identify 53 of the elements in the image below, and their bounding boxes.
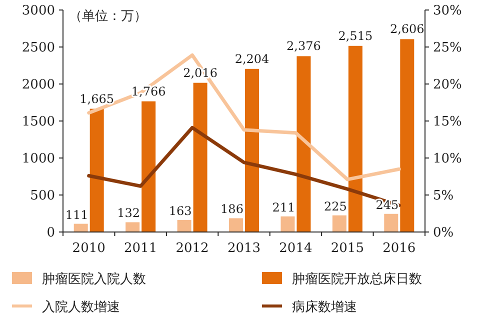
bar (384, 214, 398, 232)
data-label: 111 (65, 208, 88, 222)
y-tick-label: 3000 (22, 4, 55, 18)
y-tick-label: 1500 (22, 114, 55, 130)
bar (193, 82, 208, 232)
y-tick-label: 2500 (22, 40, 55, 56)
data-label: 225 (324, 199, 347, 214)
x-tick-label: 2011 (124, 241, 158, 256)
x-tick-label: 2015 (330, 241, 364, 256)
bar (348, 46, 362, 232)
y2-tick-label: 5% (433, 188, 454, 204)
bar (142, 101, 156, 232)
y-tick-label: 500 (30, 188, 55, 204)
x-tick-label: 2014 (279, 241, 312, 256)
data-label: 1,665 (80, 92, 114, 106)
y2-tick-label: 10% (433, 152, 462, 166)
data-label: 2,606 (390, 22, 424, 36)
data-label: 2,016 (183, 66, 218, 80)
y-tick-label: 1000 (22, 152, 55, 166)
data-label: 186 (220, 202, 244, 216)
x-tick-label: 2013 (227, 241, 261, 256)
bar (332, 215, 346, 232)
y2-tick-label: 20% (433, 78, 462, 92)
annotation: （单位：万） (69, 9, 147, 24)
legend-label: 入院人数增速 (42, 300, 120, 315)
y2-tick-label: 0% (433, 226, 454, 240)
y-tick-label: 2000 (22, 78, 55, 92)
bar (229, 218, 243, 232)
y2-tick-label: 25% (433, 40, 462, 56)
data-label: 2,515 (338, 28, 373, 43)
y2-tick-label: 15% (433, 114, 462, 130)
data-label: 2,204 (234, 52, 270, 66)
legend-label: 肿瘤医院入院人数 (42, 271, 146, 287)
bar (126, 222, 140, 232)
data-label: 1,766 (131, 84, 166, 98)
y-tick-label: 0 (46, 226, 55, 240)
y2-tick-label: 30% (433, 4, 462, 18)
bar (296, 56, 311, 232)
data-label: 163 (168, 204, 192, 218)
bar (245, 68, 259, 232)
data-label: 2,376 (286, 39, 321, 54)
x-tick-label: 2010 (72, 241, 106, 256)
legend-label: 肿瘤医院开放总床日数 (292, 271, 422, 287)
x-tick-label: 2016 (382, 241, 416, 256)
data-label: 132 (117, 206, 140, 220)
x-tick-label: 2012 (176, 241, 209, 256)
bar (400, 39, 414, 232)
data-label: 211 (272, 200, 296, 214)
legend-label: 病床数增速 (292, 300, 357, 315)
bar (177, 220, 192, 232)
bar (280, 216, 295, 232)
bar (90, 108, 104, 232)
bar (74, 224, 88, 232)
